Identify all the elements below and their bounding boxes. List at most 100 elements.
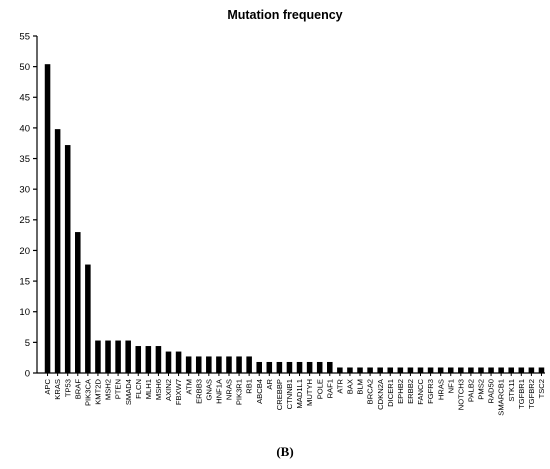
bar-gnas [206, 356, 212, 373]
bar-fgfr3 [427, 367, 434, 373]
bar-fbxw7 [175, 351, 182, 373]
x-category-label: FANCC [416, 378, 425, 404]
bar-nras [226, 356, 232, 373]
x-category-label: ATR [335, 378, 344, 393]
y-tick-label: 25 [19, 215, 30, 226]
x-category-label: TGFBR2 [527, 379, 536, 409]
bar-braf [75, 232, 81, 373]
x-category-label: MAD1L1 [295, 379, 304, 409]
x-category-label: NF1 [446, 379, 455, 393]
bar-hras [437, 367, 444, 373]
x-category-label: POLE [315, 379, 324, 399]
x-category-label: FGFR3 [426, 379, 435, 404]
x-category-label: DICER1 [386, 379, 395, 407]
x-category-label: BRAF [73, 379, 82, 400]
bar-notch3 [458, 367, 464, 373]
x-category-label: HNF1A [215, 378, 224, 404]
y-tick-label: 15 [19, 276, 30, 287]
bar-pten [115, 340, 121, 373]
bar-pik3r1 [236, 356, 242, 373]
x-category-label: SMAD4 [124, 379, 133, 405]
bar-smarcb1 [498, 367, 504, 373]
x-category-label: HRAS [436, 379, 445, 400]
bar-stk11 [508, 367, 514, 373]
x-category-label: TP53 [63, 379, 72, 397]
y-tick-label: 35 [19, 154, 30, 165]
x-category-label: APC [43, 378, 52, 394]
x-category-label: AR [265, 378, 274, 389]
bar-smad4 [125, 340, 131, 373]
bar-tp53 [64, 145, 71, 373]
x-category-label: BLM [356, 379, 365, 395]
x-category-label: MUTYH [305, 379, 314, 406]
x-category-label: ATM [184, 379, 193, 394]
y-axis: 0 5 10 15 20 25 30 35 40 45 50 55 [19, 31, 38, 379]
x-category-label: GNAS [204, 379, 213, 401]
x-category-label: RAD50 [487, 379, 496, 403]
x-category-label: ERBB3 [194, 379, 203, 404]
bar-rb1 [246, 356, 252, 373]
x-category-label: CREBBP [275, 379, 284, 410]
x-category-label: KMT2D [94, 378, 103, 404]
x-category-label: PALB2 [467, 379, 476, 402]
bar-mutyh [306, 361, 313, 373]
x-category-label: STK11 [507, 379, 516, 402]
bar-cdkn2a [377, 367, 383, 373]
x-category-label: FBXW7 [174, 379, 183, 405]
x-category-label: NRAS [225, 379, 234, 400]
bar-rad50 [488, 367, 494, 373]
y-tick-label: 40 [19, 123, 30, 134]
bar-blm [357, 367, 363, 373]
bar-erbb2 [407, 367, 414, 373]
bar-ephb2 [397, 367, 404, 373]
y-tick-label: 55 [19, 31, 30, 42]
bar-hnf1a [216, 356, 222, 373]
x-category-label: FLCN [134, 379, 143, 399]
x-category-label: PTEN [114, 379, 123, 399]
y-tick-label: 5 [25, 338, 30, 349]
bars [44, 64, 545, 373]
bar-bax [347, 367, 353, 373]
x-category-label: AXIN2 [164, 379, 173, 401]
chart-title: Mutation frequency [227, 8, 342, 22]
bar-crebbp [276, 361, 283, 373]
bar-erbb3 [195, 356, 202, 373]
bar-ar [266, 361, 273, 373]
bar-atm [185, 356, 192, 373]
bar-pms2 [478, 367, 484, 373]
bar-dicer1 [387, 367, 394, 373]
bar-flcn [135, 346, 142, 373]
bar-apc [44, 64, 51, 373]
x-category-label: NOTCH3 [456, 379, 465, 410]
bar-brca2 [367, 367, 373, 373]
x-category-label: CTNNB1 [285, 379, 294, 409]
x-category-label: CDKN2A [376, 378, 385, 410]
panel-label: (B) [276, 444, 293, 459]
bar-abcb4 [256, 361, 262, 373]
x-category-label: BRCA2 [366, 379, 375, 404]
y-tick-label: 30 [19, 185, 30, 196]
x-category-label: PIK3R1 [235, 379, 244, 405]
bar-mlh1 [145, 346, 152, 373]
y-tick-label: 45 [19, 93, 30, 104]
x-category-label: TGFBR1 [517, 379, 526, 409]
x-category-label: KRAS [53, 379, 62, 400]
bar-pik3ca [85, 264, 91, 373]
x-category-label: TSC2 [537, 379, 546, 398]
x-category-label: EPHB2 [396, 379, 405, 404]
bar-fancc [417, 367, 424, 373]
y-tick-label: 20 [19, 246, 30, 257]
bar-msh6 [155, 346, 162, 373]
y-tick-label: 0 [25, 368, 30, 379]
x-category-label: SMARCB1 [497, 379, 506, 416]
x-category-label: PMS2 [477, 379, 486, 400]
bar-atr [337, 367, 343, 373]
x-category-label: ABCB4 [255, 379, 264, 404]
bar-mad1l1 [296, 361, 303, 373]
bar-nf1 [447, 367, 454, 373]
x-category-label: BAX [346, 379, 355, 394]
bar-tgfbr1 [518, 367, 525, 373]
y-tick-label: 50 [19, 62, 30, 73]
x-axis: APC KRAS TP53 BRAF PIK3CA KMT2D MSH2 PTEN SMAD4 F… [37, 372, 546, 416]
